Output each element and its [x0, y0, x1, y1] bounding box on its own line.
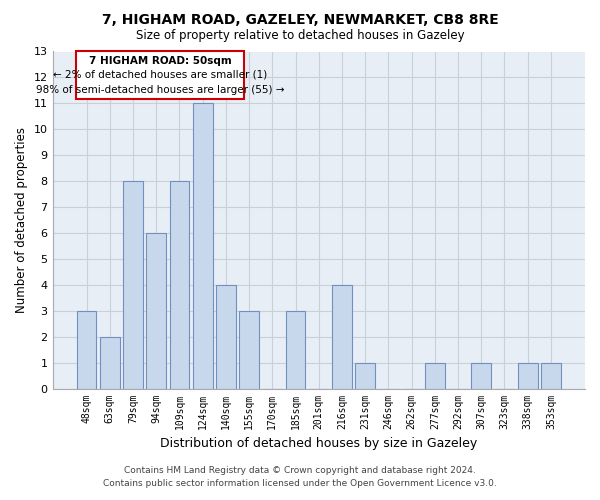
Y-axis label: Number of detached properties: Number of detached properties: [15, 127, 28, 313]
Bar: [239, 311, 259, 388]
Bar: [425, 362, 445, 388]
Bar: [216, 285, 236, 389]
Bar: [100, 336, 119, 388]
Text: 98% of semi-detached houses are larger (55) →: 98% of semi-detached houses are larger (…: [36, 86, 284, 96]
Bar: [77, 311, 97, 388]
Bar: [332, 285, 352, 389]
Bar: [170, 181, 190, 388]
Bar: [123, 181, 143, 388]
Text: Size of property relative to detached houses in Gazeley: Size of property relative to detached ho…: [136, 29, 464, 42]
Text: ← 2% of detached houses are smaller (1): ← 2% of detached houses are smaller (1): [53, 70, 268, 80]
Bar: [518, 362, 538, 388]
Bar: [286, 311, 305, 388]
Bar: [472, 362, 491, 388]
Bar: [193, 104, 212, 389]
Bar: [541, 362, 561, 388]
X-axis label: Distribution of detached houses by size in Gazeley: Distribution of detached houses by size …: [160, 437, 478, 450]
Bar: [76, 52, 244, 100]
Bar: [355, 362, 375, 388]
Text: 7, HIGHAM ROAD, GAZELEY, NEWMARKET, CB8 8RE: 7, HIGHAM ROAD, GAZELEY, NEWMARKET, CB8 …: [101, 12, 499, 26]
Bar: [146, 233, 166, 388]
Text: Contains HM Land Registry data © Crown copyright and database right 2024.
Contai: Contains HM Land Registry data © Crown c…: [103, 466, 497, 487]
Text: 7 HIGHAM ROAD: 50sqm: 7 HIGHAM ROAD: 50sqm: [89, 56, 232, 66]
